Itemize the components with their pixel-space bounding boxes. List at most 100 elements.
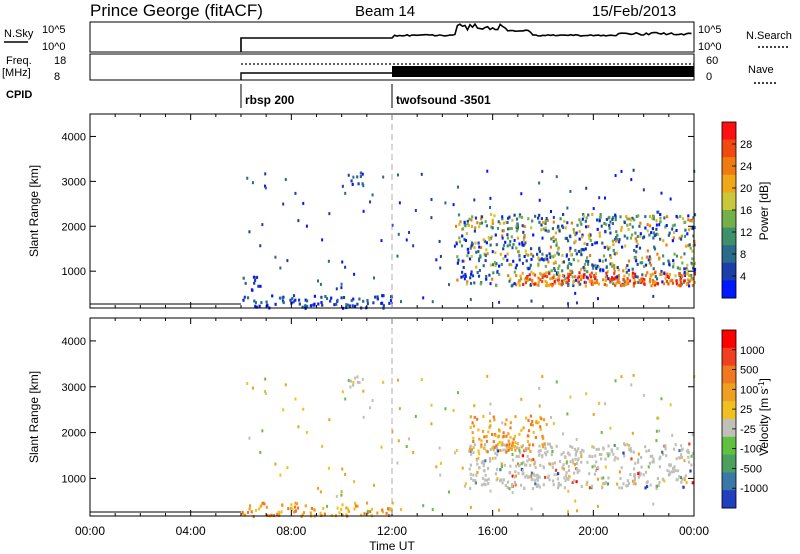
velocity-speckle	[340, 490, 343, 494]
velocity-cell	[598, 452, 601, 456]
power-cell	[579, 251, 583, 255]
velocity-cell	[680, 456, 684, 459]
nsky-tick-low: 10^0	[42, 41, 66, 53]
time-axis-ticks: 00:00 04:00 08:00 12:00 16:00 20:00 00:00	[75, 524, 709, 538]
power-cell	[566, 276, 569, 280]
power-cell	[476, 271, 479, 274]
velocity-cell	[639, 472, 642, 476]
power-cell	[598, 231, 601, 235]
velocity-cell	[625, 484, 628, 488]
power-cell	[467, 224, 470, 227]
velocity-cell	[482, 464, 485, 468]
power-speckle	[569, 189, 572, 193]
velocity-cell	[582, 449, 585, 453]
velocity-cell	[543, 418, 546, 422]
velocity-cell	[569, 444, 572, 448]
power-cell	[690, 278, 693, 282]
power-cell	[654, 280, 657, 284]
velocity-cell	[575, 480, 578, 484]
power-cell	[609, 256, 612, 260]
velocity-speckle	[498, 508, 501, 512]
velocity-cell	[473, 415, 476, 419]
power-cell	[495, 243, 498, 247]
velocity-cell	[601, 486, 604, 490]
velocity-cell	[669, 463, 672, 467]
velocity-cell	[545, 453, 548, 457]
power-cell	[609, 231, 612, 235]
power-cell	[646, 223, 649, 227]
power-cell	[554, 281, 557, 285]
velocity-colorbar-label: Velocity [m s-1]	[757, 378, 771, 456]
velocity-cell	[484, 443, 487, 447]
velocity-cell	[546, 476, 549, 480]
velocity-cell	[496, 453, 499, 457]
power-cell	[614, 213, 617, 217]
power-cell	[667, 259, 670, 263]
power-cell	[485, 277, 488, 281]
power-cell	[613, 269, 616, 273]
power-cell	[610, 264, 614, 268]
velocity-cell	[664, 444, 667, 448]
power-cell	[613, 277, 616, 281]
power-speckle	[513, 238, 516, 242]
power-cell	[466, 280, 469, 284]
power-cell	[632, 276, 635, 280]
velocity-cell	[576, 467, 579, 471]
power-cell	[555, 241, 558, 245]
power-speckle	[567, 302, 570, 306]
velocity-cell	[568, 453, 571, 457]
velocity-speckle	[496, 477, 499, 481]
power-cell	[659, 237, 662, 241]
power-speckle	[254, 301, 257, 305]
power-speckle	[366, 302, 369, 306]
velocity-cell	[492, 440, 495, 444]
power-cell	[587, 213, 590, 217]
power-speckle	[652, 294, 655, 298]
power-cell	[650, 273, 653, 277]
power-cell	[619, 215, 622, 219]
velocity-cell	[363, 512, 366, 516]
power-cell	[462, 259, 465, 263]
power-cell	[671, 224, 674, 228]
velocity-speckle	[683, 478, 686, 482]
velocity-speckle	[302, 407, 305, 411]
power-cell	[509, 227, 512, 231]
power-cell	[252, 275, 256, 279]
power-cell	[605, 271, 608, 275]
velocity-cell	[387, 507, 390, 511]
freq-marks	[240, 63, 694, 80]
power-cell	[571, 275, 574, 279]
velocity-cell	[472, 451, 475, 455]
power-cell	[562, 213, 565, 216]
velocity-speckle	[671, 433, 674, 437]
power-cell	[524, 249, 527, 253]
power-cell	[615, 230, 618, 234]
power-cell	[462, 274, 465, 278]
power-speckle	[663, 272, 666, 276]
power-speckle	[562, 260, 565, 264]
velocity-speckle	[668, 470, 671, 474]
power-cell	[664, 225, 667, 229]
velocity-cell	[597, 447, 600, 451]
velocity-cell	[482, 415, 485, 418]
power-speckle	[602, 269, 605, 273]
velocity-cell	[536, 483, 539, 487]
velocity-cell	[510, 484, 514, 488]
velocity-speckle	[660, 397, 663, 401]
velocity-cell	[527, 419, 530, 422]
velocity-cell	[626, 479, 629, 483]
power-cell	[513, 270, 516, 274]
power-cell	[479, 282, 482, 286]
power-cell	[553, 269, 556, 272]
velocity-cell	[594, 454, 597, 458]
power-cell	[242, 298, 245, 302]
power-cell	[502, 221, 505, 225]
velocity-colorbar-tick-label: 500	[740, 365, 758, 377]
velocity-cell	[502, 478, 505, 482]
velocity-cell	[690, 463, 693, 467]
power-cell	[506, 244, 509, 248]
power-cell	[477, 241, 480, 245]
power-cell	[547, 229, 550, 233]
power-speckle	[509, 239, 512, 243]
